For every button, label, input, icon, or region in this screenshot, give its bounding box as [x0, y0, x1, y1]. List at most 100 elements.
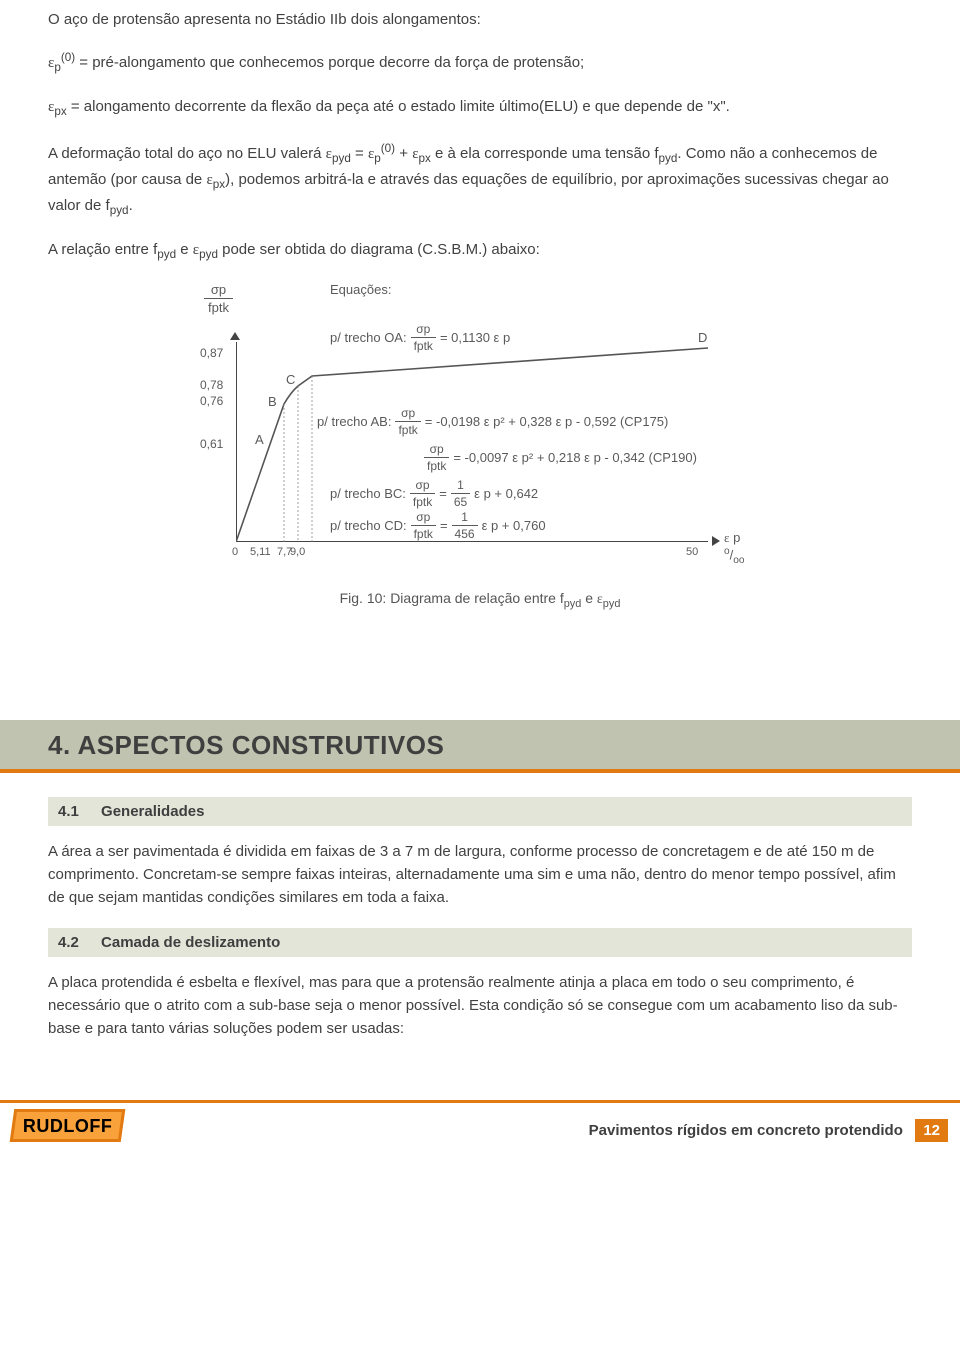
deform-b: e à ela corresponde uma tensão f [435, 145, 658, 162]
frac-OA-b: fptk [411, 339, 436, 353]
sup-0: (0) [61, 51, 75, 64]
intro-paragraph: O aço de protensão apresenta no Estádio … [48, 8, 912, 31]
sub-pyd4: pyd [157, 248, 176, 261]
frac-AB2: σp fptk [424, 442, 449, 473]
deform-e: . [129, 197, 133, 214]
figcap-sub1: pyd [564, 598, 582, 610]
eq-OA-rhs: = 0,1130 ε p [440, 330, 510, 345]
relation-paragraph: A relação entre fpyd e εpyd pode ser obt… [48, 238, 912, 264]
eq-AB1-rhs: = -0,0198 ε p² + 0,328 ε p - 0,592 (CP17… [425, 414, 669, 429]
xtick-50: 50 [686, 546, 698, 558]
sub-pyd5: pyd [199, 248, 218, 261]
x-axis-arrow-icon [712, 536, 720, 546]
ep0-paragraph: εp(0) = pré-alongamento que conhecemos p… [48, 49, 912, 77]
eq-AB1-prefix: p/ trecho AB: [317, 414, 391, 429]
epx-text: = alongamento decorrente da flexão da pe… [67, 98, 730, 115]
eq-AB2-rhs: = -0,0097 ε p² + 0,218 ε p - 0,342 (CP19… [453, 450, 697, 465]
frac-CD-r [411, 525, 436, 526]
frac-BC-t: σp [410, 478, 435, 492]
logo-text: RUDLOFF [23, 1116, 112, 1137]
sub-pyd3: pyd [110, 204, 129, 217]
diagram-wrapper: σp fptk Equações: 0,87 0,78 0,76 0,61 A … [200, 282, 760, 610]
deform-a: A deformação total do aço no ELU valerá [48, 145, 326, 162]
subsection-4-2-bar: 4.2 Camada de deslizamento [48, 928, 912, 957]
frac-AB1-t: σp [395, 406, 420, 420]
rel-b: e [176, 241, 193, 258]
ytick-0.78: 0,78 [200, 378, 223, 392]
ep0-text: = pré-alongamento que conhecemos porque … [75, 54, 584, 71]
frac-AB2-b: fptk [424, 459, 449, 473]
eq-BC-prefix: p/ trecho BC: [330, 486, 406, 501]
frac-AB2-r [424, 457, 449, 458]
page-number: 12 [915, 1119, 948, 1142]
y-axis-arrow-icon [230, 332, 240, 340]
x-axis-eps: ε [724, 530, 729, 545]
sub-pyd2: pyd [659, 152, 678, 165]
subsection-4-1-bar: 4.1 Generalidades [48, 797, 912, 826]
frac-BC-nt: 1 [451, 478, 470, 492]
page-footer: RUDLOFF Pavimentos rígidos em concreto p… [0, 1100, 960, 1152]
frac-BC-sp: σp fptk [410, 478, 435, 509]
section-4-underline [0, 769, 960, 773]
xtick-0: 0 [232, 546, 238, 558]
eq-AB1: p/ trecho AB: σp fptk = -0,0198 ε p² + 0… [317, 406, 668, 437]
frac-CD-num: 1 456 [452, 510, 478, 541]
frac-AB2-t: σp [424, 442, 449, 456]
y-axis-label: σp fptk [204, 282, 233, 315]
section-4-banner: 4. ASPECTOS CONSTRUTIVOS [0, 720, 960, 773]
eq-CD-rhs: ε p + 0,760 [482, 518, 546, 533]
footer-right: Pavimentos rígidos em concreto protendid… [589, 1119, 948, 1142]
frac-AB1-r [395, 421, 420, 422]
rel-a: A relação entre f [48, 241, 157, 258]
frac-OA-r [411, 337, 436, 338]
frac-AB1-b: fptk [395, 423, 420, 437]
ytick-0.76: 0,76 [200, 394, 223, 408]
x-axis-label: ε p o/oo [724, 530, 760, 566]
frac-AB1: σp fptk [395, 406, 420, 437]
subsection-4-1-body: A área a ser pavimentada é dividida em f… [48, 840, 912, 910]
equations-title: Equações: [330, 282, 391, 297]
eq-CD-prefix: p/ trecho CD: [330, 518, 407, 533]
frac-OA: σp fptk [411, 322, 436, 353]
rel-c: pode ser obtida do diagrama (C.S.B.M.) a… [218, 241, 540, 258]
epx-paragraph: εpx = alongamento decorrente da flexão d… [48, 95, 912, 121]
figcap-a: Fig. 10: Diagrama de relação entre f [340, 590, 564, 606]
eq-AB2: σp fptk = -0,0097 ε p² + 0,218 ε p - 0,3… [420, 442, 697, 473]
xtick-9.0: 9,0 [290, 546, 305, 558]
y-label-den: fptk [204, 300, 233, 315]
sub-px2: px [419, 152, 431, 165]
figure-caption: Fig. 10: Diagrama de relação entre fpyd … [200, 590, 760, 610]
eq-BC-rhs: ε p + 0,642 [474, 486, 538, 501]
frac-BC-b: fptk [410, 495, 435, 509]
frac-BC-num: 1 65 [451, 478, 470, 509]
sub-px: px [54, 105, 66, 118]
frac-CD-b: fptk [411, 527, 436, 541]
subsection-4-2-body: A placa protendida é esbelta e flexível,… [48, 971, 912, 1041]
frac-OA-t: σp [411, 322, 436, 336]
footer-doc-title: Pavimentos rígidos em concreto protendid… [589, 1122, 903, 1139]
frac-BC-nr [451, 493, 470, 494]
subsection-4-1-title: Generalidades [101, 803, 204, 820]
deformation-paragraph: A deformação total do aço no ELU valerá … [48, 140, 912, 220]
figcap-sub2: pyd [603, 598, 621, 610]
section-4-title: 4. ASPECTOS CONSTRUTIVOS [0, 720, 960, 769]
sub-px3: px [213, 178, 225, 191]
ytick-0.87: 0,87 [200, 346, 223, 360]
frac-BC-nb: 65 [451, 495, 470, 509]
ytick-0.61: 0,61 [200, 437, 223, 451]
xtick-5.11: 5,11 [250, 546, 271, 558]
frac-CD-sp: σp fptk [411, 510, 436, 541]
frac-BC-r [410, 493, 435, 494]
subsection-4-2-title: Camada de deslizamento [101, 934, 280, 951]
subsection-4-1-num: 4.1 [58, 803, 79, 820]
sup-0b: (0) [381, 142, 395, 155]
sub-pyd: pyd [332, 152, 351, 165]
rudloff-logo: RUDLOFF [10, 1109, 126, 1142]
subsection-4-2-num: 4.2 [58, 934, 79, 951]
frac-CD-t: σp [411, 510, 436, 524]
figcap-b: e [581, 590, 597, 606]
eq-OA-prefix: p/ trecho OA: [330, 330, 407, 345]
frac-CD-nt: 1 [452, 510, 478, 524]
frac-CD-nr [452, 525, 478, 526]
frac-CD-nb: 456 [452, 527, 478, 541]
